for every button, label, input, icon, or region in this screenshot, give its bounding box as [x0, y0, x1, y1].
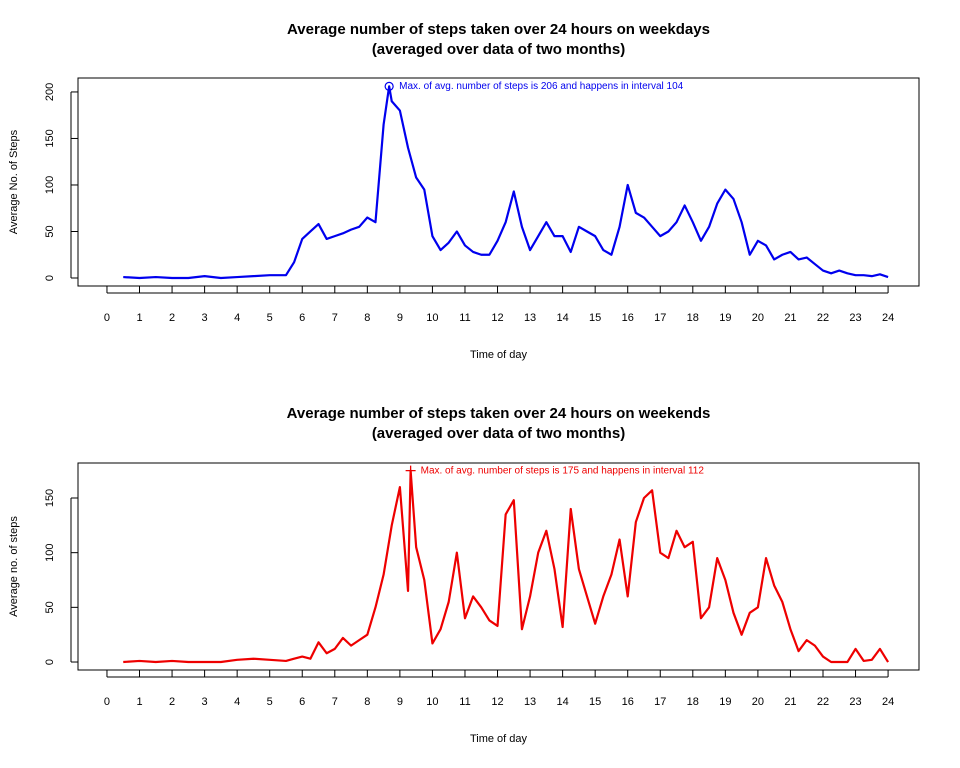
x-tick-label: 17 — [654, 696, 666, 708]
panel: Average number of steps taken over 24 ho… — [8, 21, 920, 361]
x-tick-label: 24 — [882, 312, 894, 324]
x-tick-label: 4 — [234, 312, 240, 324]
chart-subtitle: (averaged over data of two months) — [372, 425, 625, 442]
y-axis-label: Average no. of steps — [8, 516, 20, 617]
x-tick-label: 22 — [817, 312, 829, 324]
x-tick-label: 24 — [882, 696, 894, 708]
x-tick-label: 23 — [849, 696, 861, 708]
y-tick-label: 50 — [44, 225, 56, 237]
x-tick-label: 9 — [397, 696, 403, 708]
x-axis-label: Time of day — [470, 349, 528, 361]
x-tick-label: 5 — [267, 312, 273, 324]
x-tick-label: 1 — [136, 696, 142, 708]
y-tick-label: 0 — [44, 659, 56, 665]
x-tick-label: 6 — [299, 312, 305, 324]
x-tick-label: 19 — [719, 312, 731, 324]
x-tick-label: 16 — [622, 696, 634, 708]
annotation: Max. of avg. number of steps is 206 and … — [399, 81, 684, 92]
x-tick-label: 8 — [364, 312, 370, 324]
data-line — [123, 85, 889, 280]
x-tick-label: 2 — [169, 696, 175, 708]
chart-title: Average number of steps taken over 24 ho… — [287, 21, 710, 38]
x-tick-label: 5 — [267, 696, 273, 708]
x-tick-label: 2 — [169, 312, 175, 324]
x-tick-label: 22 — [817, 696, 829, 708]
x-tick-label: 7 — [332, 312, 338, 324]
x-tick-label: 0 — [104, 696, 110, 708]
x-tick-label: 1 — [136, 312, 142, 324]
x-tick-label: 3 — [202, 312, 208, 324]
x-tick-label: 16 — [622, 312, 634, 324]
x-tick-label: 15 — [589, 312, 601, 324]
x-tick-label: 9 — [397, 312, 403, 324]
y-axis-label: Average No. of Steps — [8, 129, 20, 234]
x-tick-label: 8 — [364, 696, 370, 708]
x-tick-label: 14 — [556, 312, 568, 324]
y-tick-label: 100 — [44, 543, 56, 561]
y-tick-label: 200 — [44, 83, 56, 101]
x-tick-label: 21 — [784, 696, 796, 708]
y-tick-label: 0 — [44, 275, 56, 281]
x-tick-label: 18 — [687, 312, 699, 324]
x-tick-label: 20 — [752, 312, 764, 324]
x-tick-label: 17 — [654, 312, 666, 324]
max-marker — [405, 465, 416, 476]
x-tick-label: 20 — [752, 696, 764, 708]
x-tick-label: 12 — [491, 312, 503, 324]
chart-title: Average number of steps taken over 24 ho… — [287, 405, 711, 422]
annotation: Max. of avg. number of steps is 175 and … — [421, 465, 705, 476]
x-tick-label: 11 — [459, 696, 470, 708]
x-tick-label: 3 — [202, 696, 208, 708]
x-tick-label: 7 — [332, 696, 338, 708]
plot-frame — [77, 77, 920, 287]
x-tick-label: 10 — [426, 312, 438, 324]
y-tick-label: 150 — [44, 129, 56, 147]
y-tick-label: 100 — [44, 176, 56, 194]
x-tick-label: 0 — [104, 312, 110, 324]
y-tick-label: 150 — [44, 489, 56, 507]
x-tick-label: 4 — [234, 696, 240, 708]
data-line — [123, 469, 890, 664]
x-tick-label: 11 — [459, 312, 470, 324]
x-tick-label: 13 — [524, 696, 536, 708]
chart-subtitle: (averaged over data of two months) — [372, 41, 625, 58]
x-tick-label: 19 — [719, 696, 731, 708]
x-tick-label: 21 — [784, 312, 796, 324]
panel: Average number of steps taken over 24 ho… — [8, 405, 920, 745]
x-tick-label: 6 — [299, 696, 305, 708]
y-tick-label: 50 — [44, 601, 56, 613]
x-tick-label: 13 — [524, 312, 536, 324]
max-marker — [384, 81, 394, 91]
plot-frame — [77, 462, 920, 671]
x-tick-label: 12 — [491, 696, 503, 708]
x-tick-label: 23 — [849, 312, 861, 324]
x-tick-label: 15 — [589, 696, 601, 708]
x-axis-label: Time of day — [470, 733, 528, 745]
x-tick-label: 14 — [556, 696, 568, 708]
x-tick-label: 18 — [687, 696, 699, 708]
x-tick-label: 10 — [426, 696, 438, 708]
